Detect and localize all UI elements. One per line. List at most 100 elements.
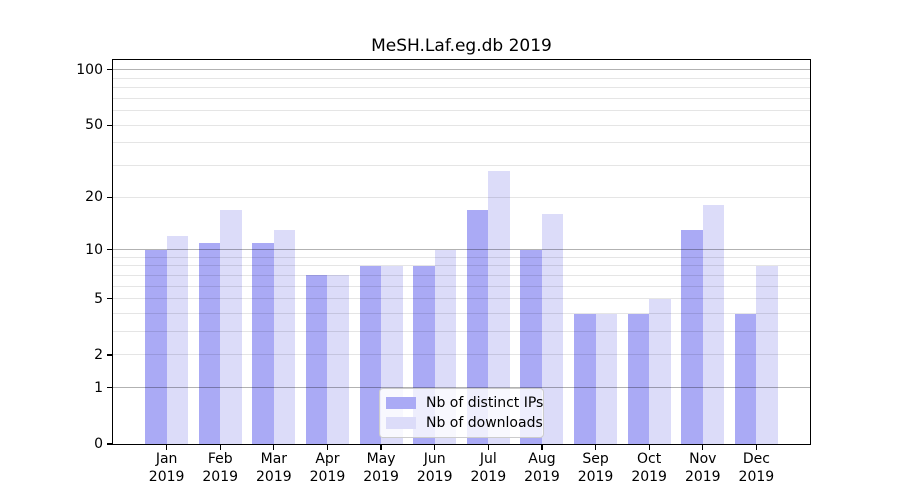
- gridline-minor: [113, 124, 810, 126]
- x-tick-year: 2019: [738, 468, 775, 485]
- x-tick: [594, 444, 597, 450]
- y-tick: [107, 298, 112, 300]
- bar-distinct-ips-feb: [198, 242, 221, 444]
- x-tick-month: Apr: [315, 451, 340, 467]
- legend: Nb of distinct IPs Nb of downloads: [379, 388, 544, 438]
- x-tick-year: 2019: [416, 468, 453, 485]
- x-tick-label-jul: Jul 2019: [456, 451, 520, 486]
- gridline-major: [113, 387, 810, 389]
- legend-swatch-downloads: [386, 417, 416, 429]
- gridline-minor: [113, 142, 810, 144]
- x-tick: [219, 444, 221, 450]
- legend-swatch-distinct-ips: [386, 397, 416, 409]
- y-tick: [107, 354, 112, 356]
- x-tick-year: 2019: [202, 468, 239, 485]
- plot-area: [113, 60, 810, 444]
- x-tick: [326, 444, 329, 450]
- x-tick-label-sep: Sep 2019: [564, 451, 628, 486]
- gridline-minor: [113, 165, 810, 167]
- x-tick-year: 2019: [577, 468, 614, 485]
- bar-downloads-mar: [273, 230, 296, 444]
- x-tick: [487, 444, 489, 450]
- y-tick-label: 20: [85, 189, 103, 206]
- x-tick-label-oct: Oct 2019: [617, 451, 681, 486]
- gridline-minor: [113, 354, 810, 356]
- legend-item-downloads: Nb of downloads: [386, 415, 543, 431]
- y-tick-label: 100: [76, 61, 103, 78]
- x-tick-year: 2019: [148, 468, 185, 485]
- x-tick: [273, 444, 275, 450]
- bar-distinct-ips-may: [359, 265, 382, 444]
- gridline-minor: [113, 87, 810, 89]
- gridline-minor: [113, 313, 810, 314]
- y-tick-label: 50: [85, 117, 103, 134]
- bar-distinct-ips-oct: [627, 313, 650, 444]
- x-tick-month: Feb: [207, 451, 233, 467]
- y-tick-label: 1: [94, 379, 103, 396]
- bar-distinct-ips-nov: [681, 230, 703, 444]
- x-tick-label-apr: Apr 2019: [295, 451, 359, 486]
- x-tick: [165, 444, 168, 450]
- x-tick-month: Aug: [528, 451, 556, 467]
- x-tick-month: Mar: [260, 451, 288, 467]
- x-tick-label-jun: Jun 2019: [403, 451, 467, 486]
- bar-distinct-ips-dec: [734, 313, 757, 444]
- x-tick-label-jan: Jan 2019: [135, 451, 199, 486]
- x-tick-month: Oct: [637, 451, 662, 467]
- y-tick: [107, 387, 112, 389]
- bar-downloads-aug: [541, 214, 564, 444]
- x-tick-label-feb: Feb 2019: [188, 451, 252, 486]
- legend-item-distinct-ips: Nb of distinct IPs: [386, 395, 543, 411]
- y-tick: [107, 248, 112, 251]
- x-tick-year: 2019: [524, 468, 560, 485]
- y-tick-label: 10: [85, 241, 103, 258]
- x-tick-month: Jun: [423, 451, 446, 467]
- x-tick-month: Jul: [479, 451, 497, 467]
- x-tick-month: May: [366, 451, 396, 467]
- y-tick: [107, 443, 112, 445]
- x-tick-year: 2019: [363, 468, 399, 485]
- y-tick-label: 5: [94, 290, 103, 307]
- bar-downloads-dec: [756, 265, 778, 444]
- gridline-minor: [113, 256, 810, 258]
- x-tick-year: 2019: [309, 468, 346, 485]
- bar-downloads-jan: [166, 236, 189, 444]
- bar-distinct-ips-mar: [252, 242, 274, 444]
- bar-downloads-sep: [595, 313, 617, 444]
- bar-downloads-feb: [220, 209, 242, 444]
- gridline-major: [113, 249, 810, 251]
- gridline-major: [113, 69, 810, 71]
- x-tick-label-aug: Aug 2019: [510, 451, 574, 486]
- gridline-minor: [113, 331, 810, 333]
- x-tick-year: 2019: [684, 468, 721, 485]
- x-tick-year: 2019: [470, 468, 507, 485]
- y-tick-label: 0: [94, 436, 103, 452]
- x-tick: [434, 444, 436, 450]
- bar-distinct-ips-apr: [306, 275, 328, 444]
- x-tick: [380, 444, 382, 450]
- chart-title: MeSH.Laf.eg.db 2019: [371, 36, 552, 56]
- bar-downloads-oct: [649, 298, 671, 444]
- gridline-minor: [113, 285, 810, 287]
- x-tick: [648, 444, 650, 450]
- bar-distinct-ips-jan: [145, 249, 167, 444]
- y-tick: [107, 69, 112, 71]
- gridline-minor: [113, 196, 810, 198]
- y-tick: [107, 196, 112, 198]
- x-tick-month: Nov: [689, 451, 717, 467]
- x-tick-month: Dec: [742, 451, 770, 467]
- gridline-minor: [113, 110, 810, 112]
- x-tick-label-may: May 2019: [349, 451, 413, 486]
- legend-label-downloads: Nb of downloads: [426, 415, 543, 431]
- x-tick-label-mar: Mar 2019: [242, 451, 306, 486]
- bar-downloads-jul: [488, 170, 510, 444]
- bar-distinct-ips-jul: [466, 209, 489, 444]
- x-tick-month: Sep: [582, 451, 609, 467]
- x-tick-month: Jan: [155, 451, 178, 467]
- y-tick: [107, 124, 112, 126]
- legend-label-distinct-ips: Nb of distinct IPs: [426, 395, 544, 411]
- gridline-minor: [113, 97, 810, 99]
- bar-downloads-apr: [327, 275, 349, 444]
- x-tick-label-nov: Nov 2019: [671, 451, 735, 486]
